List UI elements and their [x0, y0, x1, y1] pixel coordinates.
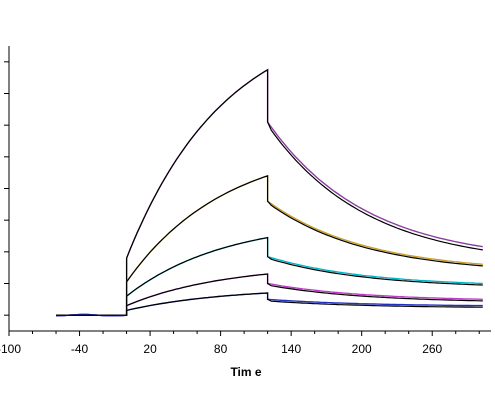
- series-3: [55, 236, 483, 317]
- series-5: [55, 292, 483, 317]
- x-tick-label: 200: [352, 342, 372, 356]
- series-3-fit-line: [56, 236, 483, 316]
- series-2-data-line: [55, 174, 483, 317]
- x-tick-label: -100: [0, 342, 21, 356]
- x-tick-label: 260: [422, 342, 442, 356]
- series-1-fit-line: [56, 68, 483, 316]
- series-1-data-line: [55, 68, 483, 317]
- x-tick-label: 80: [214, 342, 228, 356]
- series-3-data-line: [55, 236, 483, 317]
- series-layer: [55, 68, 483, 317]
- series-4-fit-line: [56, 273, 483, 316]
- x-axis-title: Tim e: [230, 365, 261, 379]
- series-5-data-line: [55, 292, 483, 317]
- axes: -100 -40 20 80 140 200 260: [0, 46, 491, 356]
- series-2: [55, 174, 483, 317]
- x-tick-label: -40: [71, 342, 89, 356]
- x-tick-label: 20: [143, 342, 157, 356]
- series-1: [55, 68, 483, 317]
- series-4: [55, 273, 483, 317]
- series-2-fit-line: [56, 174, 483, 316]
- series-5-fit-line: [56, 292, 483, 316]
- x-tick-label: 140: [281, 342, 301, 356]
